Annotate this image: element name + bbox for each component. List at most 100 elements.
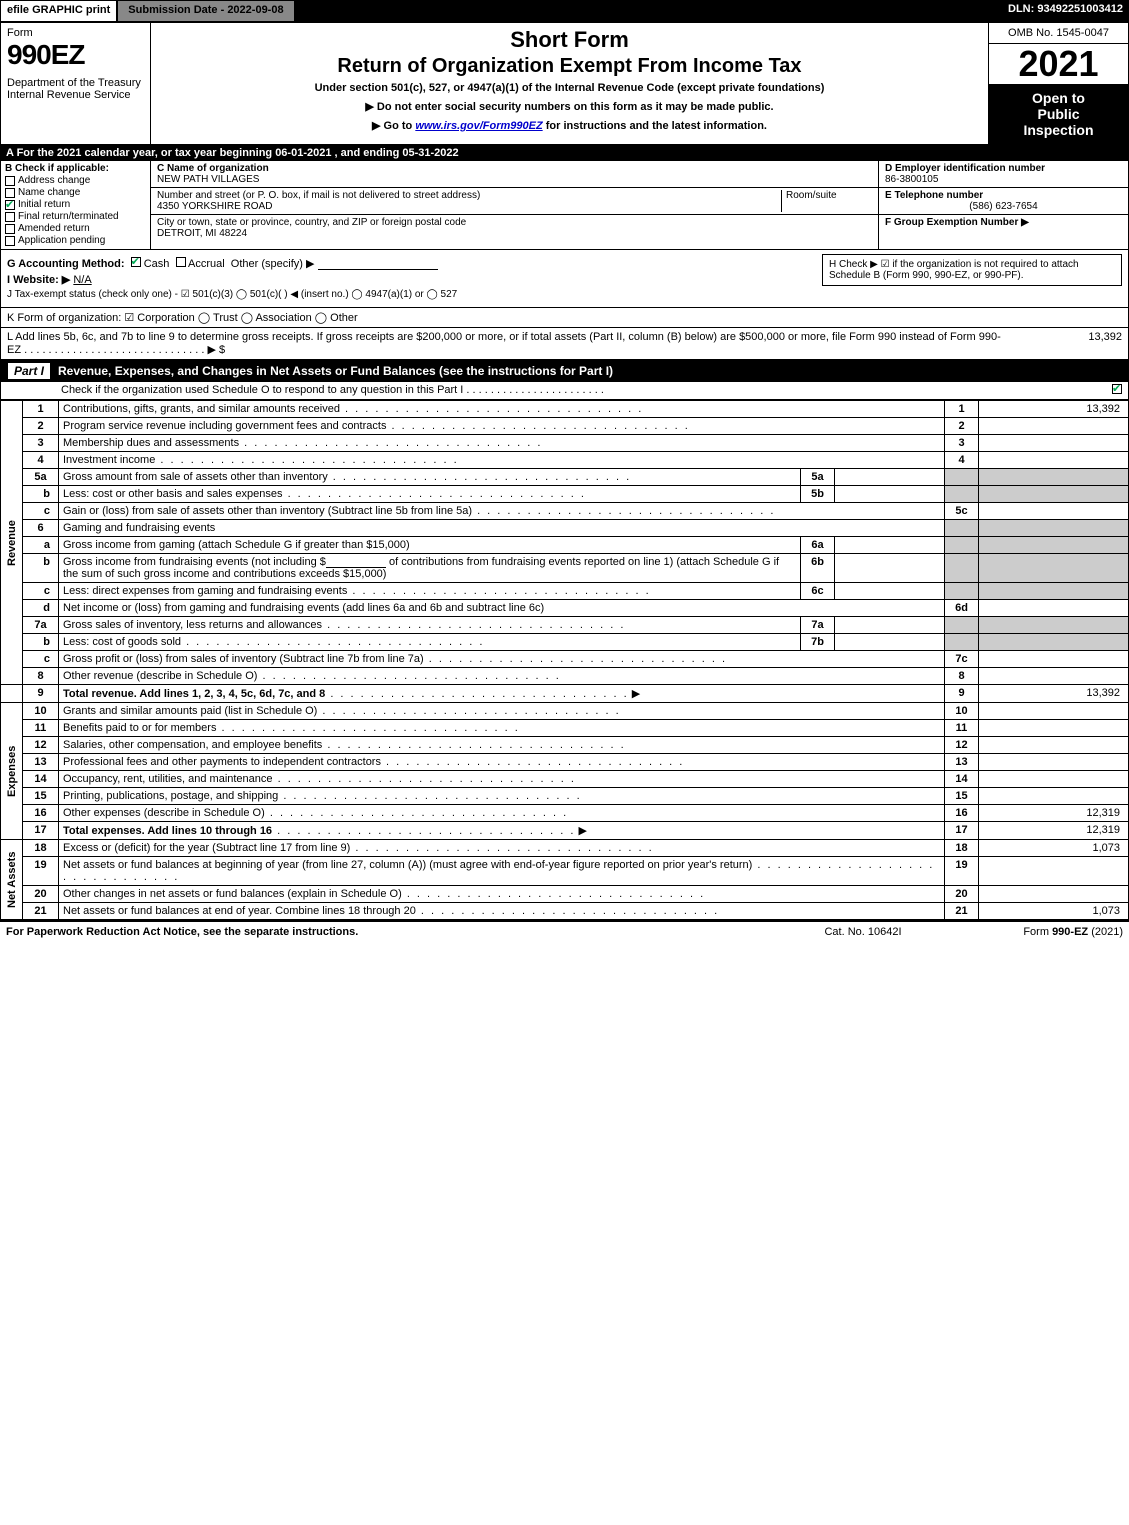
l11-num: 11 xyxy=(945,720,979,737)
room-suite-label: Room/suite xyxy=(782,190,872,212)
l8-num: 8 xyxy=(945,668,979,685)
l16-num: 16 xyxy=(945,805,979,822)
l7c-no: c xyxy=(23,651,59,668)
l6d-no: d xyxy=(23,600,59,617)
l21-desc: Net assets or fund balances at end of ye… xyxy=(63,905,719,917)
l5a-no: 5a xyxy=(23,469,59,486)
chk-cash[interactable] xyxy=(131,257,141,267)
tax-year: 2021 xyxy=(989,44,1128,84)
l6b-desc-pre: Gross income from fundraising events (no… xyxy=(63,556,326,568)
l12-val xyxy=(979,737,1129,754)
l17-val: 12,319 xyxy=(979,822,1129,840)
goto-pre: ▶ Go to xyxy=(372,120,415,132)
efile-print-button[interactable]: efile GRAPHIC print xyxy=(0,0,117,22)
l6b-subval xyxy=(835,554,945,583)
l4-no: 4 xyxy=(23,452,59,469)
l8-no: 8 xyxy=(23,668,59,685)
website-label: I Website: ▶ xyxy=(7,274,70,286)
short-form-title: Short Form xyxy=(159,27,980,53)
l10-num: 10 xyxy=(945,703,979,720)
l20-num: 20 xyxy=(945,886,979,903)
l21-val: 1,073 xyxy=(979,903,1129,920)
l19-num: 19 xyxy=(945,857,979,886)
addr-value: 4350 YORKSHIRE ROAD xyxy=(157,201,777,212)
row-l-gross-receipts: L Add lines 5b, 6c, and 7b to line 9 to … xyxy=(0,328,1129,360)
ein-label: D Employer identification number xyxy=(885,163,1122,174)
submission-date-label: Submission Date - 2022-09-08 xyxy=(117,0,294,22)
sidebar-net-assets: Net Assets xyxy=(1,840,23,920)
l13-desc: Professional fees and other payments to … xyxy=(63,756,684,768)
l3-no: 3 xyxy=(23,435,59,452)
l5a-desc: Gross amount from sale of assets other t… xyxy=(63,471,631,483)
l5b-no: b xyxy=(23,486,59,503)
l15-desc: Printing, publications, postage, and shi… xyxy=(63,790,582,802)
l17-no: 17 xyxy=(23,822,59,840)
l9-desc: Total revenue. Add lines 1, 2, 3, 4, 5c,… xyxy=(63,688,325,700)
top-bar: efile GRAPHIC print Submission Date - 20… xyxy=(0,0,1129,22)
l7a-greynum xyxy=(945,617,979,634)
l11-desc: Benefits paid to or for members xyxy=(63,722,520,734)
l1-num: 1 xyxy=(945,401,979,418)
l7c-desc: Gross profit or (loss) from sales of inv… xyxy=(63,653,727,665)
chk-amended-return[interactable]: Amended return xyxy=(5,223,146,234)
l7a-no: 7a xyxy=(23,617,59,634)
l14-num: 14 xyxy=(945,771,979,788)
cash-label: Cash xyxy=(144,258,170,270)
l16-val: 12,319 xyxy=(979,805,1129,822)
chk-accrual[interactable] xyxy=(176,257,186,267)
chk-application-pending-label: Application pending xyxy=(18,235,105,246)
l8-val xyxy=(979,668,1129,685)
irs-label: Internal Revenue Service xyxy=(7,89,144,101)
l14-val xyxy=(979,771,1129,788)
open-inspection-box: Open to Public Inspection xyxy=(989,84,1128,144)
header-right: OMB No. 1545-0047 2021 Open to Public In… xyxy=(988,23,1128,144)
l6d-desc: Net income or (loss) from gaming and fun… xyxy=(59,600,945,617)
l6a-greynum xyxy=(945,537,979,554)
l19-val xyxy=(979,857,1129,886)
chk-name-change[interactable]: Name change xyxy=(5,187,146,198)
l5b-subval xyxy=(835,486,945,503)
l6c-no: c xyxy=(23,583,59,600)
l5a-subval xyxy=(835,469,945,486)
l6d-num: 6d xyxy=(945,600,979,617)
chk-final-return[interactable]: Final return/terminated xyxy=(5,211,146,222)
l10-val xyxy=(979,703,1129,720)
section-bcd: B Check if applicable: Address change Na… xyxy=(0,161,1129,250)
chk-initial-return-label: Initial return xyxy=(18,199,70,210)
l4-num: 4 xyxy=(945,452,979,469)
l5c-val xyxy=(979,503,1129,520)
l17-desc: Total expenses. Add lines 10 through 16 xyxy=(63,825,272,837)
irs-link[interactable]: www.irs.gov/Form990EZ xyxy=(415,120,542,132)
chk-initial-return[interactable]: Initial return xyxy=(5,199,146,210)
l15-val xyxy=(979,788,1129,805)
l15-num: 15 xyxy=(945,788,979,805)
l11-val xyxy=(979,720,1129,737)
city-value: DETROIT, MI 48224 xyxy=(157,228,872,239)
form-header: Form 990EZ Department of the Treasury In… xyxy=(0,22,1129,145)
dept-treasury: Department of the Treasury xyxy=(7,77,144,89)
part-1-label: Part I xyxy=(8,363,50,379)
part-1-sub-chk[interactable] xyxy=(1102,384,1122,397)
other-specify-input[interactable] xyxy=(318,258,438,270)
l7b-sub: 7b xyxy=(801,634,835,651)
l12-desc: Salaries, other compensation, and employ… xyxy=(63,739,626,751)
l5b-sub: 5b xyxy=(801,486,835,503)
col-b-label: B Check if applicable: xyxy=(5,163,146,174)
row-l-value: 13,392 xyxy=(1012,331,1122,356)
l3-num: 3 xyxy=(945,435,979,452)
chk-address-change-label: Address change xyxy=(18,175,90,186)
chk-application-pending[interactable]: Application pending xyxy=(5,235,146,246)
l2-num: 2 xyxy=(945,418,979,435)
footer-right-post: (2021) xyxy=(1088,926,1123,938)
l8-desc: Other revenue (describe in Schedule O) xyxy=(63,670,561,682)
l6c-subval xyxy=(835,583,945,600)
l10-desc: Grants and similar amounts paid (list in… xyxy=(63,705,621,717)
footer-cat-no: Cat. No. 10642I xyxy=(783,926,943,938)
l6b-blank[interactable] xyxy=(326,556,386,568)
row-l-text: L Add lines 5b, 6c, and 7b to line 9 to … xyxy=(7,331,1012,356)
l7b-desc: Less: cost of goods sold xyxy=(63,636,484,648)
l5b-greyval xyxy=(979,486,1129,503)
l2-desc: Program service revenue including govern… xyxy=(63,420,690,432)
l19-desc: Net assets or fund balances at beginning… xyxy=(63,859,934,883)
chk-address-change[interactable]: Address change xyxy=(5,175,146,186)
